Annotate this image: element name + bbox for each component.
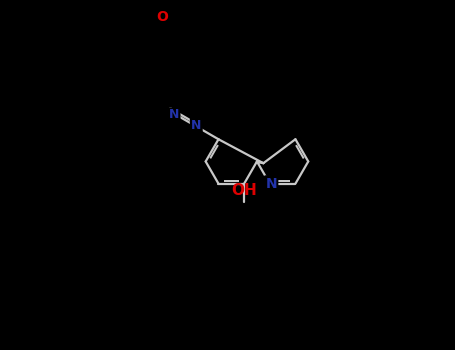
Text: N: N [191, 119, 202, 132]
Text: N: N [169, 108, 179, 121]
Text: O: O [157, 10, 168, 24]
Text: OH: OH [231, 183, 257, 198]
Text: N: N [265, 177, 277, 191]
